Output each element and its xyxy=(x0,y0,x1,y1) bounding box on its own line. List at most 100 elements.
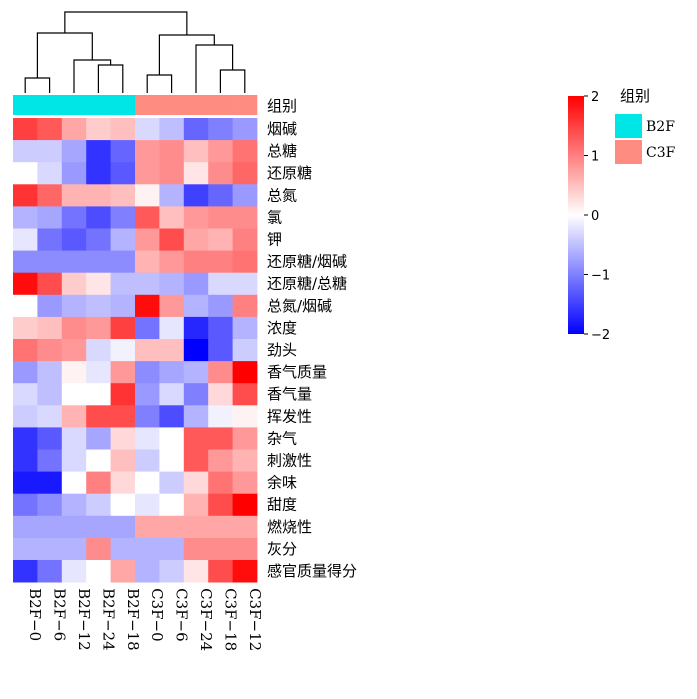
heatmap-cell xyxy=(110,162,136,185)
heatmap-cell xyxy=(13,449,38,472)
heatmap-cell xyxy=(232,162,258,185)
column-label: B2F−0 xyxy=(26,588,44,641)
group-cell-C3F xyxy=(159,95,185,115)
heatmap-cell xyxy=(86,537,111,561)
heatmap-cell xyxy=(110,537,136,561)
heatmap-cell xyxy=(232,449,258,472)
heatmap-cell xyxy=(37,184,63,207)
heatmap-cell xyxy=(183,206,209,229)
heatmap-cell xyxy=(13,361,38,384)
heatmap-cell xyxy=(159,184,185,207)
heatmap-cell xyxy=(86,493,111,517)
heatmap-cell xyxy=(86,471,111,495)
column-label: C3F−18 xyxy=(221,588,239,651)
heatmap-cell xyxy=(232,471,258,495)
heatmap-cell xyxy=(86,316,111,340)
column-dendrogram xyxy=(24,11,246,93)
column-label: B2F−24 xyxy=(99,588,117,651)
row-label: 灰分 xyxy=(267,540,297,558)
heatmap-cell xyxy=(135,140,160,163)
heatmap-cell xyxy=(159,361,185,384)
column-label: C3F−6 xyxy=(173,588,191,642)
column-label: C3F−0 xyxy=(148,588,166,642)
heatmap-cell xyxy=(159,471,185,495)
heatmap-cell xyxy=(208,206,233,229)
heatmap-cell xyxy=(37,493,63,517)
heatmap-cell xyxy=(86,560,111,583)
heatmap-cell xyxy=(61,361,87,384)
heatmap-cell xyxy=(183,493,209,517)
group-legend-label: C3F xyxy=(646,145,676,161)
group-cell-C3F xyxy=(208,95,233,115)
heatmap-cell xyxy=(86,228,111,251)
group-cell-B2F xyxy=(13,95,38,115)
heatmap-cell xyxy=(232,250,258,274)
heatmap-cell xyxy=(135,537,160,561)
heatmap-cell xyxy=(37,228,63,251)
heatmap-cell xyxy=(183,537,209,561)
dendrogram-link xyxy=(97,64,124,93)
heatmap-cell xyxy=(86,294,111,318)
row-label: 燃烧性 xyxy=(267,518,312,536)
heatmap-cell xyxy=(110,515,136,539)
heatmap-cell xyxy=(86,449,111,472)
heatmap-cell xyxy=(13,294,38,318)
heatmap-cell xyxy=(13,427,38,450)
heatmap-cell xyxy=(37,140,63,163)
heatmap-cell xyxy=(61,228,87,251)
heatmap-cell xyxy=(232,228,258,251)
heatmap-cell xyxy=(37,449,63,472)
heatmap-cell xyxy=(208,537,233,561)
heatmap-cell xyxy=(86,250,111,274)
row-label: 甜度 xyxy=(267,496,297,514)
heatmap-cell xyxy=(61,272,87,296)
heatmap-cell xyxy=(232,560,258,583)
row-label: 感官质量得分 xyxy=(267,562,357,580)
heatmap-cell xyxy=(135,471,160,495)
heatmap-cell xyxy=(135,250,160,274)
heatmap-cell xyxy=(135,493,160,517)
heatmap-cell xyxy=(183,405,209,428)
heatmap-cell xyxy=(208,250,233,274)
row-label: 烟碱 xyxy=(267,120,297,138)
heatmap-cell xyxy=(110,118,136,141)
row-label: 总氮 xyxy=(267,186,297,204)
heatmap-cell xyxy=(232,383,258,406)
heatmap-cell xyxy=(232,537,258,561)
heatmap-cell xyxy=(86,515,111,539)
heatmap-cell xyxy=(110,206,136,229)
row-label: 劲头 xyxy=(267,341,297,359)
heatmap-cell xyxy=(135,184,160,207)
heatmap-cell xyxy=(183,162,209,185)
heatmap-cell xyxy=(86,427,111,450)
heatmap-cell xyxy=(13,383,38,406)
heatmap-cell xyxy=(232,405,258,428)
group-legend-swatch xyxy=(615,140,642,164)
heatmap-cell xyxy=(37,294,63,318)
column-label: B2F−12 xyxy=(75,588,93,651)
heatmap-cell xyxy=(13,162,38,185)
heatmap-cell xyxy=(110,560,136,583)
group-legend-label: B2F xyxy=(646,119,675,135)
dendrogram-link xyxy=(146,74,173,93)
heatmap-cell xyxy=(232,361,258,384)
heatmap-cell xyxy=(61,515,87,539)
group-legend: 组别 B2F C3F xyxy=(615,87,676,164)
heatmap-cell xyxy=(183,515,209,539)
color-scale-tick-label: 2 xyxy=(591,90,599,105)
heatmap-cell xyxy=(183,228,209,251)
heatmap-cell xyxy=(86,184,111,207)
heatmap-cell xyxy=(159,427,185,450)
heatmap-cell xyxy=(13,560,38,583)
heatmap-cell xyxy=(61,206,87,229)
heatmap-cell xyxy=(135,361,160,384)
group-cell-B2F xyxy=(37,95,63,115)
heatmap-cell xyxy=(208,405,233,428)
group-cell-B2F xyxy=(86,95,111,115)
heatmap-cell xyxy=(232,515,258,539)
heatmap-cell xyxy=(110,250,136,274)
column-label: B2F−18 xyxy=(124,588,142,651)
heatmap-cell xyxy=(232,316,258,340)
heatmap-cell xyxy=(135,560,160,583)
